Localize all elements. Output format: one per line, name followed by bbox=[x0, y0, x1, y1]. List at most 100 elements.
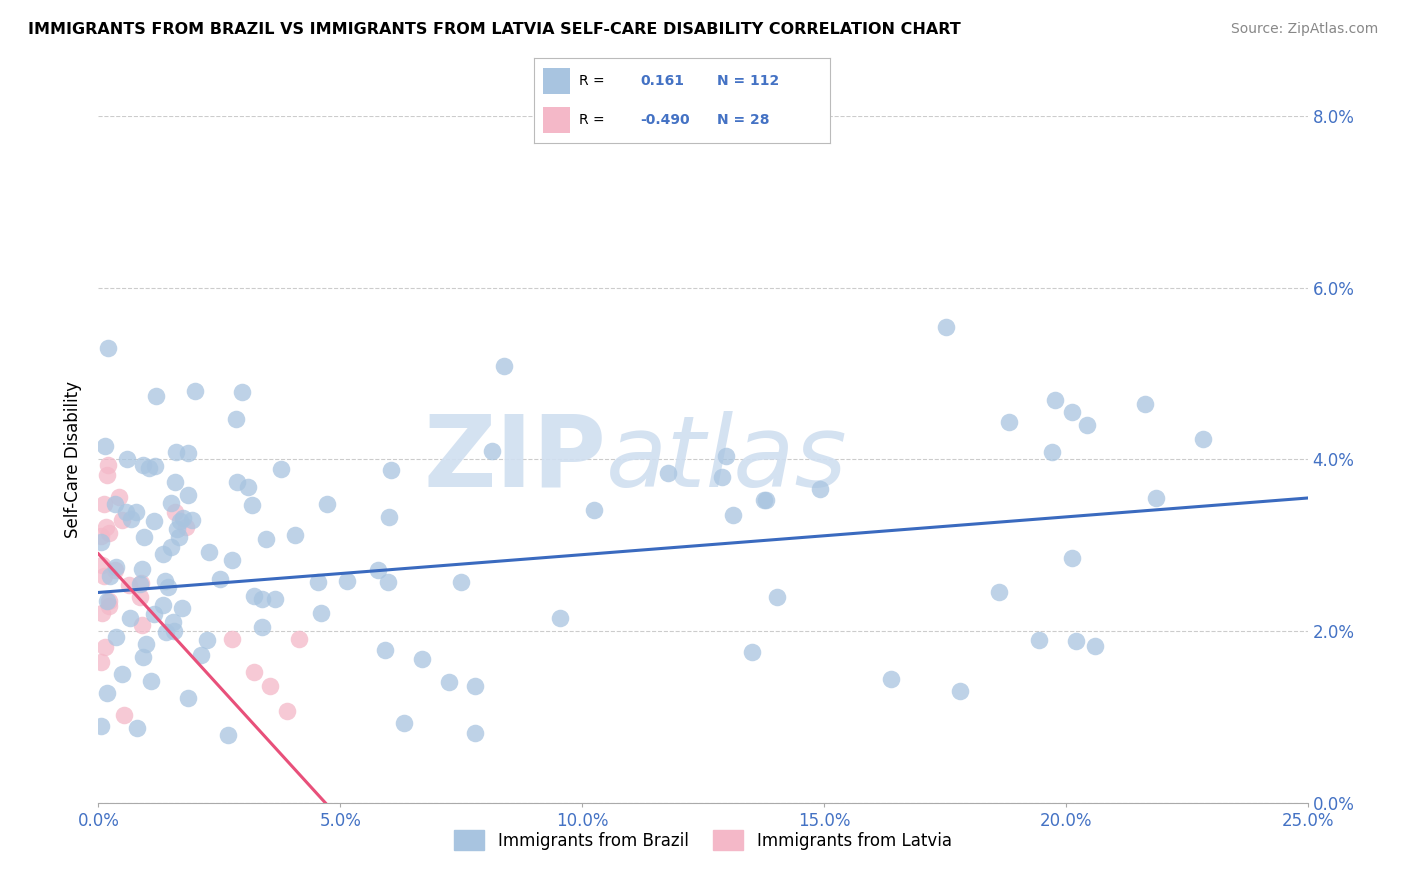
Point bbox=[259, 679, 281, 693]
Point bbox=[97, 458, 120, 473]
Point bbox=[169, 514, 191, 528]
Point bbox=[97, 599, 120, 614]
Point bbox=[128, 576, 150, 591]
Point bbox=[392, 715, 415, 730]
Point bbox=[657, 466, 679, 480]
Point bbox=[174, 520, 197, 534]
Point bbox=[108, 490, 131, 504]
Point bbox=[143, 515, 166, 529]
Point bbox=[741, 645, 763, 659]
Point bbox=[96, 686, 118, 700]
Point bbox=[97, 594, 120, 608]
Point bbox=[177, 488, 200, 502]
Point bbox=[120, 611, 142, 625]
Point bbox=[380, 462, 402, 476]
Point bbox=[96, 594, 118, 608]
Point bbox=[1064, 633, 1087, 648]
Point bbox=[1076, 417, 1098, 432]
Point bbox=[152, 599, 174, 613]
Point bbox=[439, 675, 461, 690]
Legend: Immigrants from Brazil, Immigrants from Latvia: Immigrants from Brazil, Immigrants from … bbox=[447, 823, 959, 856]
Point bbox=[309, 607, 332, 621]
Point bbox=[139, 673, 162, 688]
Point bbox=[157, 581, 180, 595]
Point bbox=[131, 562, 153, 576]
Point bbox=[94, 520, 117, 534]
Point bbox=[93, 497, 115, 511]
Point bbox=[226, 475, 249, 489]
Point bbox=[132, 649, 155, 664]
Point bbox=[160, 496, 183, 510]
Point bbox=[240, 499, 263, 513]
Point bbox=[464, 679, 486, 693]
Text: 0.161: 0.161 bbox=[641, 74, 685, 87]
Text: Source: ZipAtlas.com: Source: ZipAtlas.com bbox=[1230, 22, 1378, 37]
Point bbox=[250, 592, 273, 607]
Point bbox=[221, 632, 243, 647]
Point bbox=[270, 462, 292, 476]
Point bbox=[91, 606, 114, 620]
Point bbox=[115, 505, 138, 519]
Point bbox=[112, 708, 135, 723]
Point bbox=[1045, 393, 1067, 408]
Point bbox=[97, 341, 120, 355]
Point bbox=[94, 439, 117, 453]
Text: R =: R = bbox=[579, 113, 605, 127]
Point bbox=[160, 540, 183, 554]
Point bbox=[96, 468, 118, 483]
Point bbox=[127, 721, 149, 735]
FancyBboxPatch shape bbox=[543, 107, 569, 133]
Point bbox=[231, 385, 253, 400]
Point bbox=[288, 632, 311, 646]
Y-axis label: Self-Care Disability: Self-Care Disability bbox=[65, 381, 83, 538]
Point bbox=[583, 503, 606, 517]
Point bbox=[97, 525, 120, 540]
Point bbox=[162, 615, 184, 629]
Point bbox=[808, 482, 831, 496]
Point bbox=[336, 574, 359, 588]
Point bbox=[450, 574, 472, 589]
Point bbox=[181, 512, 204, 526]
Point bbox=[131, 576, 153, 591]
Point bbox=[1192, 432, 1215, 446]
Point bbox=[125, 505, 148, 519]
Point bbox=[1144, 491, 1167, 506]
Point bbox=[254, 532, 277, 546]
Point bbox=[143, 459, 166, 474]
Point bbox=[90, 719, 112, 733]
Point bbox=[105, 559, 128, 574]
Point bbox=[225, 412, 247, 426]
Point bbox=[162, 624, 184, 638]
Point bbox=[1062, 405, 1084, 419]
Point bbox=[221, 552, 243, 566]
Point bbox=[264, 592, 287, 607]
Point bbox=[163, 505, 186, 519]
Point bbox=[411, 651, 433, 665]
Point bbox=[117, 578, 139, 592]
FancyBboxPatch shape bbox=[543, 68, 569, 94]
Point bbox=[128, 591, 150, 605]
Point bbox=[195, 633, 218, 648]
Point bbox=[132, 458, 155, 473]
Point bbox=[90, 558, 112, 573]
Point bbox=[710, 470, 733, 484]
Point bbox=[284, 528, 307, 542]
Point bbox=[138, 460, 160, 475]
Point bbox=[163, 475, 186, 490]
Point bbox=[166, 522, 188, 536]
Point bbox=[142, 607, 165, 621]
Point bbox=[752, 492, 775, 507]
Point bbox=[374, 643, 396, 657]
Point bbox=[949, 684, 972, 698]
Text: N = 28: N = 28 bbox=[717, 113, 770, 127]
Point bbox=[131, 617, 153, 632]
Point bbox=[716, 449, 738, 463]
Point bbox=[548, 611, 571, 625]
Point bbox=[377, 574, 399, 589]
Point bbox=[167, 530, 190, 544]
Point bbox=[236, 480, 259, 494]
Point bbox=[177, 690, 200, 705]
Point bbox=[988, 585, 1011, 599]
Point bbox=[94, 640, 117, 655]
Point bbox=[378, 510, 401, 524]
